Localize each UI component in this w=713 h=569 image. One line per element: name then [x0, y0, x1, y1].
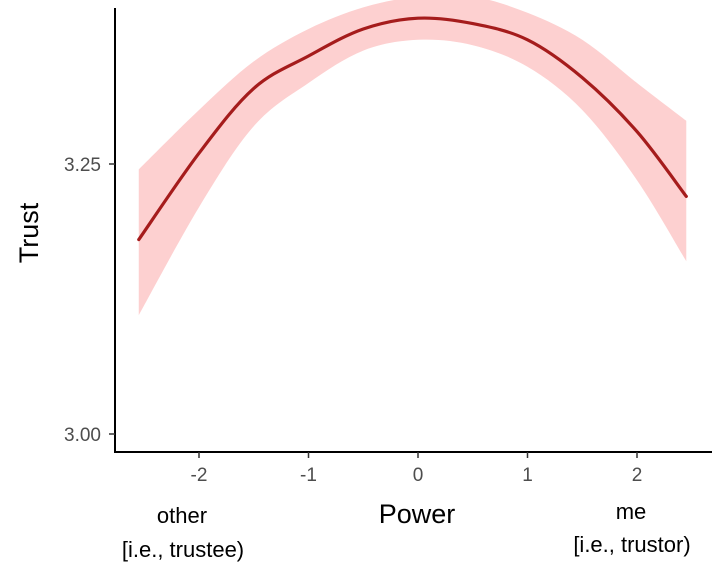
- fit-line: [137, 16, 688, 242]
- x-tick-label: 0: [413, 465, 424, 486]
- fit-line-layer: [137, 16, 688, 242]
- y-tick-label: 3.00: [64, 425, 101, 446]
- annotation-trustee: [i.e., trustee): [122, 537, 244, 562]
- x-tick-label: 2: [632, 465, 643, 486]
- annotation-trustor: [i.e., trustor): [573, 532, 690, 557]
- y-tick-label: 3.25: [64, 155, 101, 176]
- x-axis-title: Power: [379, 499, 456, 529]
- annotation-other: other: [157, 503, 207, 528]
- confidence-band: [138, 0, 687, 316]
- x-ticks: -2 -1 0 1 2: [191, 452, 643, 486]
- confidence-band-layer: [138, 0, 687, 316]
- y-axis-title: Trust: [14, 202, 44, 263]
- annotation-me: me: [616, 499, 647, 524]
- x-tick-label: 1: [522, 465, 533, 486]
- x-tick-label: -2: [191, 465, 208, 486]
- x-tick-label: -1: [300, 465, 317, 486]
- y-ticks: 3.003.253.503.75: [64, 155, 115, 446]
